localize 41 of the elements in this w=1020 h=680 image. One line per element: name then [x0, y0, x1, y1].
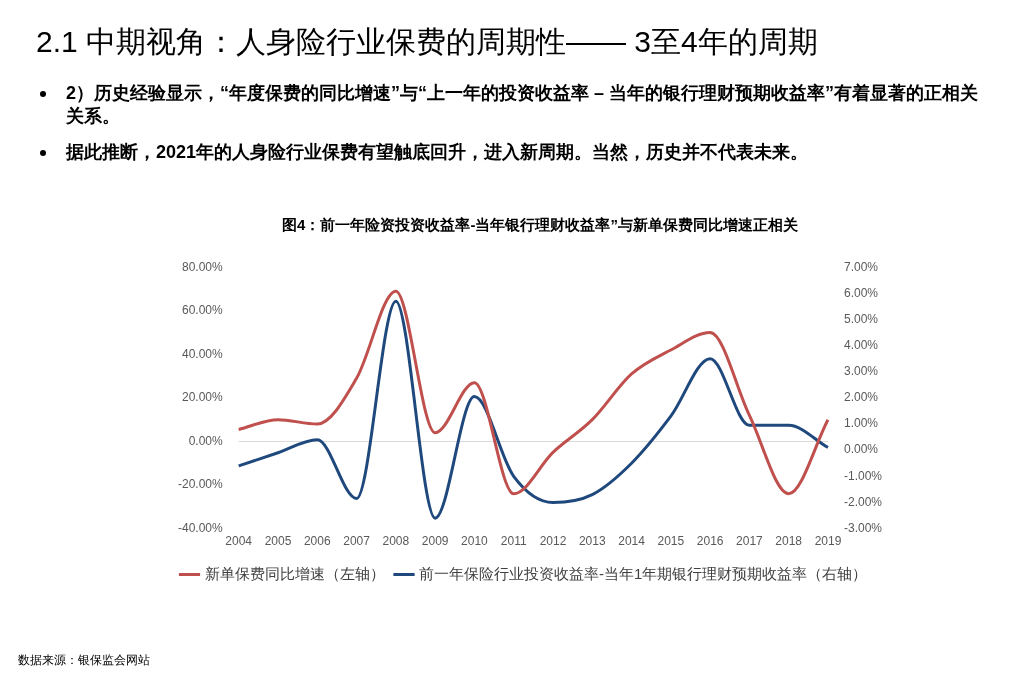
- x-tick-label: 2010: [461, 534, 489, 549]
- x-tick-label: 2011: [500, 534, 527, 549]
- y2-tick-label: 5.00%: [843, 311, 879, 326]
- legend-label: 新单保费同比增速（左轴）: [204, 564, 385, 582]
- source-note: 数据来源：银保监会网站: [18, 652, 150, 669]
- x-tick-label: 2012: [539, 534, 567, 549]
- y-tick-label: -20.00%: [177, 477, 224, 492]
- y2-tick-label: 4.00%: [843, 337, 879, 352]
- y-tick-label: 80.00%: [181, 259, 224, 274]
- text: 2）历史经验显示，“年度保费的同比增速”与“上一年的投资收益率 – 当年的银行理财预期收益率”有着显著的正相关关系。: [66, 83, 979, 126]
- x-tick-label: 2004: [225, 534, 253, 549]
- x-tick-label: 2019: [814, 534, 842, 549]
- x-tick-label: 2007: [343, 534, 371, 549]
- x-tick-label: 2006: [303, 534, 331, 549]
- chart-title: 2.1 中期视角：人身险行业保费的周期性—— 3至4年的周期: [36, 24, 818, 60]
- x-tick-label: 2015: [657, 534, 685, 549]
- y2-tick-label: 1.00%: [843, 416, 879, 431]
- x-tick-label: 2013: [578, 534, 606, 549]
- text: 据此推断，2021年的人身险行业保费有望触底回升，进入新周期。当然，历史并不代表未来。: [66, 142, 809, 162]
- y2-tick-label: -2.00%: [843, 494, 883, 509]
- y2-tick-label: 3.00%: [843, 364, 879, 379]
- y-tick-label: -40.00%: [177, 520, 224, 535]
- x-tick-label: 2014: [618, 534, 646, 549]
- y2-tick-label: -3.00%: [843, 520, 883, 535]
- y-tick-label: 20.00%: [181, 390, 224, 405]
- chart-subtitle: 图4：前一年险资投资收益率-当年银行理财收益率”与新单保费同比增速正相关: [281, 216, 799, 235]
- y2-tick-label: 2.00%: [843, 390, 879, 405]
- y-tick-label: 0.00%: [188, 433, 224, 448]
- x-tick-label: 2016: [696, 534, 724, 549]
- x-tick-label: 2008: [382, 534, 410, 549]
- y2-tick-label: 0.00%: [843, 442, 879, 457]
- x-tick-label: 2005: [264, 534, 292, 549]
- legend-label: 前一年保险行业投资收益率-当年1年期银行理财预期收益率（右轴）: [419, 564, 868, 582]
- x-tick-label: 2017: [736, 534, 764, 549]
- y2-tick-label: -1.00%: [843, 468, 883, 483]
- y-tick-label: 40.00%: [181, 346, 224, 361]
- y-tick-label: 60.00%: [181, 303, 224, 318]
- x-tick-label: 2018: [775, 534, 803, 549]
- y2-tick-label: 7.00%: [843, 259, 879, 274]
- y2-tick-label: 6.00%: [843, 285, 879, 300]
- x-tick-label: 2009: [421, 534, 449, 549]
